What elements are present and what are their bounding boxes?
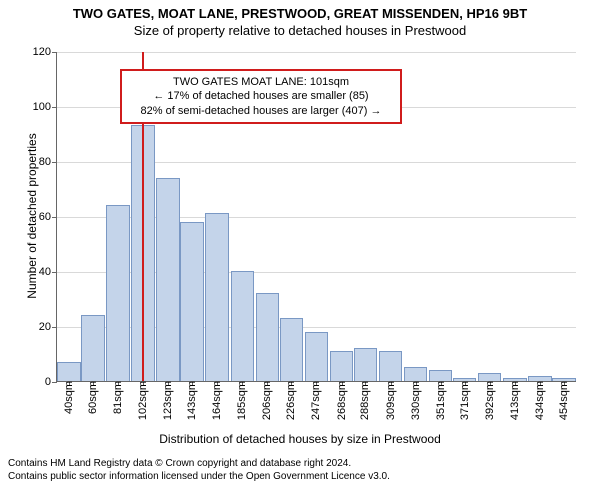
xtick-label: 40sqm <box>63 381 75 414</box>
xtick-label: 81sqm <box>112 381 124 414</box>
xtick-label: 60sqm <box>87 381 99 414</box>
histogram-bar <box>478 373 501 381</box>
histogram-bar <box>379 351 402 381</box>
ytick-label: 20 <box>39 321 57 333</box>
chart-title: TWO GATES, MOAT LANE, PRESTWOOD, GREAT M… <box>0 0 600 21</box>
histogram-bar <box>404 367 427 381</box>
xtick-label: 143sqm <box>186 381 198 420</box>
callout-line: ← 17% of detached houses are smaller (85… <box>130 89 392 103</box>
histogram-bar <box>305 332 328 382</box>
xtick-label: 434sqm <box>534 381 546 420</box>
callout-box: TWO GATES MOAT LANE: 101sqm ← 17% of det… <box>120 69 402 124</box>
histogram-bar <box>180 222 203 382</box>
ytick-label: 60 <box>39 211 57 223</box>
ytick-label: 100 <box>33 101 57 113</box>
histogram-bar <box>280 318 303 381</box>
histogram-bar <box>256 293 279 381</box>
ytick-label: 0 <box>45 376 57 388</box>
xtick-label: 226sqm <box>285 381 297 420</box>
y-axis-label: Number of detached properties <box>25 116 39 316</box>
chart-subtitle: Size of property relative to detached ho… <box>0 21 600 38</box>
xtick-label: 102sqm <box>137 381 149 420</box>
gridline <box>57 52 576 53</box>
ytick-label: 120 <box>33 46 57 58</box>
histogram-bar <box>330 351 353 381</box>
callout-line: 82% of semi-detached houses are larger (… <box>130 104 392 118</box>
xtick-label: 392sqm <box>484 381 496 420</box>
chart-container: { "title": "TWO GATES, MOAT LANE, PRESTW… <box>0 0 600 500</box>
xtick-label: 185sqm <box>236 381 248 420</box>
callout-line: TWO GATES MOAT LANE: 101sqm <box>130 75 392 89</box>
x-axis-label: Distribution of detached houses by size … <box>0 432 600 446</box>
histogram-bar <box>429 370 452 381</box>
xtick-label: 309sqm <box>385 381 397 420</box>
xtick-label: 247sqm <box>310 381 322 420</box>
xtick-label: 454sqm <box>558 381 570 420</box>
xtick-label: 351sqm <box>435 381 447 420</box>
xtick-label: 371sqm <box>459 381 471 420</box>
xtick-label: 164sqm <box>211 381 223 420</box>
histogram-bar <box>106 205 129 381</box>
footer-line: Contains HM Land Registry data © Crown c… <box>8 458 390 471</box>
ytick-label: 80 <box>39 156 57 168</box>
footer-line: Contains public sector information licen… <box>8 471 390 484</box>
histogram-bar <box>354 348 377 381</box>
xtick-label: 288sqm <box>359 381 371 420</box>
histogram-bar <box>156 178 179 382</box>
footer-text: Contains HM Land Registry data © Crown c… <box>8 458 390 483</box>
xtick-label: 330sqm <box>410 381 422 420</box>
histogram-bar <box>81 315 104 381</box>
xtick-label: 268sqm <box>336 381 348 420</box>
xtick-label: 413sqm <box>509 381 521 420</box>
ytick-label: 40 <box>39 266 57 278</box>
xtick-label: 123sqm <box>162 381 174 420</box>
histogram-bar <box>231 271 254 381</box>
histogram-bar <box>205 213 228 381</box>
xtick-label: 206sqm <box>261 381 273 420</box>
histogram-bar <box>57 362 80 381</box>
